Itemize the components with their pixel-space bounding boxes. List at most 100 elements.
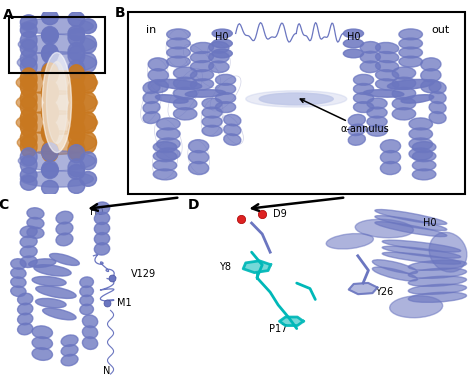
Ellipse shape: [42, 141, 58, 162]
Ellipse shape: [375, 51, 399, 63]
Ellipse shape: [68, 105, 85, 126]
Ellipse shape: [32, 337, 53, 349]
Ellipse shape: [355, 219, 413, 238]
Ellipse shape: [20, 18, 93, 34]
Ellipse shape: [348, 115, 365, 126]
Ellipse shape: [189, 140, 209, 153]
Ellipse shape: [412, 142, 436, 152]
Ellipse shape: [191, 61, 214, 72]
Ellipse shape: [20, 76, 37, 97]
Ellipse shape: [156, 118, 180, 130]
Ellipse shape: [409, 148, 433, 160]
Ellipse shape: [20, 49, 37, 68]
Ellipse shape: [224, 124, 241, 135]
Ellipse shape: [189, 161, 209, 175]
Ellipse shape: [42, 44, 58, 62]
Ellipse shape: [68, 28, 85, 46]
Text: P17: P17: [269, 324, 287, 334]
Ellipse shape: [408, 268, 466, 278]
Ellipse shape: [20, 116, 37, 137]
Ellipse shape: [153, 169, 177, 180]
Ellipse shape: [421, 80, 441, 93]
Ellipse shape: [27, 227, 44, 238]
Ellipse shape: [191, 79, 214, 90]
Ellipse shape: [382, 246, 461, 258]
Ellipse shape: [20, 96, 37, 117]
Ellipse shape: [42, 10, 58, 25]
Ellipse shape: [354, 92, 374, 103]
Ellipse shape: [32, 348, 53, 360]
Ellipse shape: [392, 87, 416, 99]
Ellipse shape: [143, 111, 160, 123]
Ellipse shape: [375, 209, 447, 224]
Ellipse shape: [80, 53, 97, 72]
Ellipse shape: [364, 90, 404, 97]
Ellipse shape: [29, 259, 56, 267]
Ellipse shape: [380, 161, 401, 175]
Ellipse shape: [153, 151, 177, 162]
Text: A: A: [3, 8, 13, 22]
Ellipse shape: [408, 292, 466, 302]
Ellipse shape: [155, 95, 188, 103]
Ellipse shape: [68, 125, 85, 146]
Ellipse shape: [17, 131, 97, 154]
Ellipse shape: [20, 88, 37, 109]
Ellipse shape: [27, 217, 44, 229]
Ellipse shape: [36, 286, 76, 298]
Ellipse shape: [11, 277, 26, 288]
Ellipse shape: [20, 23, 37, 38]
Ellipse shape: [17, 51, 97, 74]
Ellipse shape: [61, 335, 78, 346]
Ellipse shape: [429, 102, 446, 113]
Ellipse shape: [354, 102, 374, 113]
Ellipse shape: [392, 67, 416, 79]
Ellipse shape: [216, 102, 236, 113]
Ellipse shape: [68, 65, 85, 86]
Ellipse shape: [42, 44, 58, 63]
Ellipse shape: [367, 116, 387, 127]
Ellipse shape: [42, 103, 58, 124]
Ellipse shape: [348, 134, 365, 145]
Ellipse shape: [246, 91, 346, 107]
Ellipse shape: [408, 260, 466, 271]
Ellipse shape: [189, 151, 209, 164]
Ellipse shape: [68, 43, 85, 60]
Ellipse shape: [11, 259, 26, 269]
Ellipse shape: [16, 91, 98, 115]
Ellipse shape: [11, 286, 26, 296]
Ellipse shape: [18, 323, 33, 335]
Ellipse shape: [191, 51, 214, 63]
Ellipse shape: [20, 148, 37, 166]
Ellipse shape: [392, 98, 416, 110]
Ellipse shape: [382, 240, 461, 252]
Ellipse shape: [68, 85, 85, 106]
Ellipse shape: [212, 29, 232, 38]
Ellipse shape: [153, 160, 177, 171]
Text: Y26: Y26: [375, 287, 393, 297]
Ellipse shape: [224, 134, 241, 145]
Ellipse shape: [18, 303, 33, 315]
Ellipse shape: [173, 67, 197, 79]
Ellipse shape: [209, 41, 229, 53]
Polygon shape: [280, 317, 303, 325]
Ellipse shape: [68, 159, 85, 177]
Ellipse shape: [408, 284, 466, 295]
Ellipse shape: [46, 62, 67, 144]
Ellipse shape: [367, 107, 387, 118]
Ellipse shape: [156, 128, 180, 140]
Ellipse shape: [409, 128, 433, 140]
Ellipse shape: [27, 208, 44, 219]
Ellipse shape: [20, 171, 93, 187]
FancyBboxPatch shape: [128, 12, 465, 194]
Ellipse shape: [143, 92, 160, 103]
Polygon shape: [243, 261, 271, 272]
Ellipse shape: [42, 101, 58, 122]
Ellipse shape: [167, 56, 190, 67]
Ellipse shape: [209, 61, 229, 73]
Text: α-annulus: α-annulus: [301, 99, 389, 134]
Ellipse shape: [80, 295, 93, 306]
Ellipse shape: [373, 260, 418, 274]
Ellipse shape: [380, 140, 401, 153]
Ellipse shape: [148, 58, 168, 71]
Ellipse shape: [61, 354, 78, 366]
